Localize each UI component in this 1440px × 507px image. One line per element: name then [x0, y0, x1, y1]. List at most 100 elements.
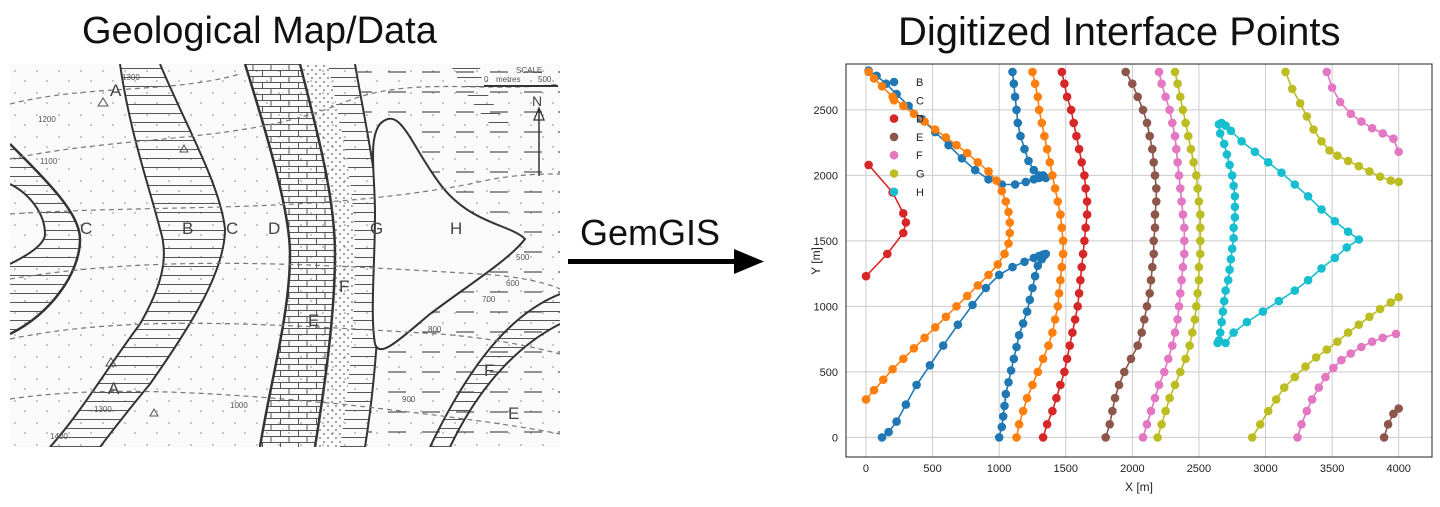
data-point: [941, 133, 951, 142]
data-point: [1258, 307, 1268, 316]
data-point: [1078, 249, 1088, 259]
data-point: [1081, 223, 1090, 232]
data-point: [1114, 380, 1124, 390]
data-point: [1000, 401, 1009, 411]
data-point: [1230, 192, 1240, 201]
data-point: [1010, 92, 1020, 102]
data-point: [941, 312, 951, 322]
data-point: [1050, 315, 1060, 324]
data-point: [1024, 156, 1033, 166]
data-point: [994, 270, 1004, 280]
series-line: [868, 69, 1044, 186]
data-point: [994, 433, 1004, 442]
data-point: [1001, 197, 1011, 206]
data-point: [909, 109, 919, 119]
map-unit-label: F: [484, 361, 494, 380]
data-point: [1120, 367, 1129, 377]
data-point: [1386, 176, 1395, 185]
data-point: [1325, 146, 1334, 155]
data-point: [1146, 406, 1156, 416]
data-point: [1150, 210, 1160, 219]
map-unit-label: E: [308, 311, 319, 330]
data-point: [1033, 261, 1043, 270]
data-point: [1160, 367, 1169, 377]
series-line: [1284, 71, 1399, 183]
data-point: [1174, 302, 1184, 311]
data-point: [1080, 171, 1089, 180]
data-point: [912, 380, 921, 390]
data-point: [1217, 317, 1226, 327]
data-point: [1303, 275, 1313, 285]
data-point: [1189, 158, 1198, 167]
contour-label: 1300: [94, 405, 112, 414]
data-point: [1177, 275, 1186, 285]
data-point: [1150, 223, 1160, 232]
data-point: [1040, 251, 1049, 260]
legend-label: D: [916, 114, 924, 126]
right-arrow-icon: [568, 249, 764, 274]
right-title: Digitized Interface Points: [898, 10, 1341, 54]
data-point: [1006, 366, 1016, 375]
data-point: [1082, 197, 1092, 206]
series-line: [1326, 71, 1400, 153]
contour-label: 1300: [122, 73, 140, 82]
data-point: [1394, 404, 1403, 413]
data-point: [1343, 227, 1353, 236]
data-point: [1333, 337, 1342, 347]
data-point: [1379, 433, 1389, 442]
data-point: [1152, 197, 1161, 206]
data-point: [1176, 92, 1185, 102]
data-point: [1314, 383, 1324, 392]
data-point: [1389, 134, 1398, 143]
series-line: [1296, 333, 1397, 438]
data-point: [1040, 131, 1049, 141]
data-point: [1048, 406, 1057, 416]
data-point: [1293, 433, 1302, 442]
data-point: [1145, 131, 1154, 141]
data-point: [1383, 420, 1393, 429]
data-point: [1057, 262, 1067, 272]
data-point: [1185, 341, 1194, 350]
chart-grid: [846, 64, 1432, 457]
y-axis-label: Y [m]: [809, 247, 823, 275]
series-B: [864, 66, 1051, 442]
data-point: [1146, 275, 1156, 285]
data-point: [1335, 97, 1345, 107]
data-point: [1375, 304, 1385, 314]
data-point: [884, 427, 893, 437]
data-point: [1190, 315, 1200, 324]
data-point: [1354, 235, 1364, 244]
data-point: [1110, 393, 1120, 403]
data-point: [1214, 336, 1224, 345]
data-point: [1391, 329, 1401, 339]
contour-label: 1400: [50, 432, 68, 441]
data-point: [1218, 307, 1228, 316]
series-E: [1101, 67, 1403, 442]
data-point: [1194, 197, 1204, 206]
data-point: [1140, 315, 1149, 324]
data-point: [1354, 320, 1364, 330]
data-point: [1004, 378, 1013, 387]
data-point: [1365, 167, 1374, 176]
data-point: [944, 140, 953, 150]
data-point: [883, 249, 892, 259]
data-point: [1247, 433, 1257, 442]
series-H: [1213, 118, 1364, 348]
data-point: [1150, 393, 1160, 403]
data-point: [1367, 123, 1377, 133]
data-point: [997, 186, 1007, 196]
data-point: [1346, 349, 1356, 358]
data-point: [1126, 354, 1136, 364]
scale-label: SCALE: [516, 66, 542, 75]
data-point: [1394, 292, 1403, 302]
series-line: [865, 71, 1011, 400]
data-point: [1196, 249, 1205, 259]
data-point: [920, 117, 929, 126]
contour-label: 900: [402, 395, 416, 404]
data-point: [1215, 328, 1225, 337]
data-point: [981, 283, 991, 293]
x-tick-label: 3000: [1253, 463, 1277, 475]
data-point: [1196, 236, 1205, 246]
data-point: [920, 333, 929, 343]
data-point: [1223, 275, 1233, 285]
